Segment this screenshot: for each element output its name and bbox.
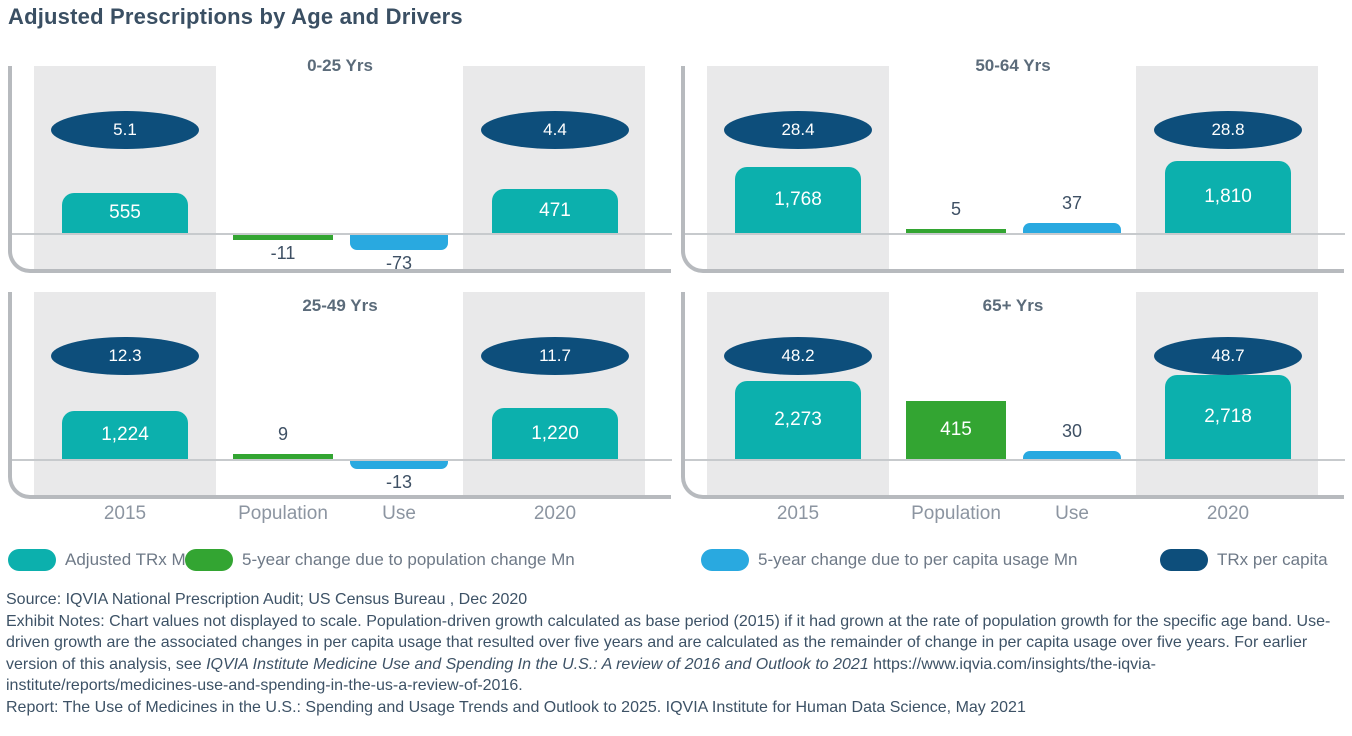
- bar-usage_change: [350, 461, 448, 469]
- panel-25-49-yrs: 25-49 Yrs 1,224 9 -13 1,220 12.3 11.7: [8, 280, 672, 499]
- page-title: Adjusted Prescriptions by Age and Driver…: [8, 4, 463, 29]
- trx-per-capita-ellipse-2015: 28.4: [724, 111, 872, 149]
- x-axis-label: Population: [911, 503, 1001, 524]
- panel-title: 50-64 Yrs: [975, 56, 1051, 75]
- legend-swatch-teal-icon: [8, 549, 56, 571]
- trx-per-capita-ellipse-2020: 28.8: [1154, 111, 1302, 149]
- bar-adjusted_trx-2020: 471: [492, 189, 618, 233]
- x-axis-label: 2015: [776, 503, 820, 524]
- column-band-2015: [34, 292, 216, 496]
- legend-swatch-green-icon: [185, 549, 233, 571]
- bar-value-label: -11: [270, 243, 296, 263]
- legend-label: TRx per capita: [1217, 550, 1328, 569]
- bar-population_change: 415: [906, 401, 1006, 459]
- panel-chart: 2,273 415 30 2,718 48.2 48.7: [681, 292, 1345, 499]
- legend-label: Adjusted TRx Mn: [65, 550, 196, 569]
- bar-adjusted_trx-2020: 2,718: [1165, 375, 1291, 459]
- exhibit-notes: Exhibit Notes: Chart values not displaye…: [6, 611, 1346, 697]
- legend-label: 5-year change due to per capita usage Mn: [758, 550, 1078, 569]
- bar-adjusted_trx-2015: 555: [62, 193, 188, 233]
- panel-chart: 1,224 9 -13 1,220 12.3 11.7: [8, 292, 672, 499]
- trx-per-capita-ellipse-2015: 48.2: [724, 337, 872, 375]
- bar-adjusted_trx-2020: 1,810: [1165, 161, 1291, 233]
- bar-population_change: [233, 454, 333, 459]
- x-axis-label: Use: [382, 503, 416, 524]
- bar-adjusted_trx-2020: 1,220: [492, 408, 618, 459]
- legend-swatch-blue-icon: [701, 549, 749, 571]
- legend-item-adjusted-trx: Adjusted TRx Mn: [8, 548, 195, 572]
- legend-swatch-navy-icon: [1160, 549, 1208, 571]
- column-band-2020: [463, 66, 645, 270]
- bar-usage_change: [1023, 451, 1121, 459]
- axis-frame: [8, 292, 671, 499]
- zero-baseline: [683, 233, 1345, 235]
- footer: Source: IQVIA National Prescription Audi…: [6, 589, 1346, 718]
- bar-value-label: 5: [950, 199, 961, 219]
- axis-frame: [681, 66, 1344, 273]
- bar-adjusted_trx-2015: 2,273: [735, 381, 861, 459]
- source-line: Source: IQVIA National Prescription Audi…: [6, 591, 528, 608]
- bar-population_change: [906, 229, 1006, 233]
- bar-adjusted_trx-2015: 1,768: [735, 167, 861, 233]
- x-axis-labels-right: 2015 Population Use 2020: [681, 503, 1345, 529]
- bar-value-label: 37: [1061, 193, 1083, 213]
- zero-baseline: [10, 233, 672, 235]
- panel-chart: 555 -11 -73 471 5.1 4.4: [8, 66, 672, 273]
- panel-title: 0-25 Yrs: [307, 56, 373, 75]
- exhibit-notes-citation: IQVIA Institute Medicine Use and Spendin…: [206, 655, 869, 673]
- bar-value-label: 30: [1061, 421, 1083, 441]
- bar-value-label: 9: [277, 424, 288, 444]
- panel-title: 65+ Yrs: [982, 296, 1044, 315]
- panel-65-plus-yrs: 65+ Yrs 2,273 415 30 2,718 48.2 48.7: [681, 280, 1345, 499]
- legend: Adjusted TRx Mn 5-year change due to pop…: [0, 548, 1352, 574]
- zero-baseline: [10, 459, 672, 461]
- panel-chart: 1,768 5 37 1,810 28.4 28.8: [681, 66, 1345, 273]
- zero-baseline: [683, 459, 1345, 461]
- legend-item-trx-per-capita: TRx per capita: [1160, 548, 1328, 572]
- x-axis-label: 2020: [533, 503, 577, 524]
- panel-0-25-yrs: 0-25 Yrs 555 -11 -73 471 5.1 4.4: [8, 54, 672, 273]
- trx-per-capita-ellipse-2015: 12.3: [51, 337, 199, 375]
- legend-item-usage-change: 5-year change due to per capita usage Mn: [701, 548, 1077, 572]
- legend-label: 5-year change due to population change M…: [242, 550, 575, 569]
- column-band-2015: [34, 66, 216, 270]
- x-axis-label: Use: [1055, 503, 1089, 524]
- bar-usage_change: [350, 235, 448, 250]
- report-url: https://www.iqvia.com/insights/the-iqvia…: [6, 655, 1156, 695]
- bar-value-label: -13: [385, 472, 412, 492]
- bar-value-label: -73: [385, 253, 412, 273]
- axis-frame: [8, 66, 671, 273]
- trx-per-capita-ellipse-2020: 48.7: [1154, 337, 1302, 375]
- trx-per-capita-ellipse-2015: 5.1: [51, 111, 199, 149]
- panel-50-64-yrs: 50-64 Yrs 1,768 5 37 1,810 28.4 28.8: [681, 54, 1345, 273]
- bar-usage_change: [1023, 223, 1121, 233]
- bar-population_change: [233, 235, 333, 240]
- bar-adjusted_trx-2015: 1,224: [62, 411, 188, 459]
- x-axis-labels-left: 2015 Population Use 2020: [8, 503, 672, 529]
- axis-frame: [681, 292, 1344, 499]
- x-axis-label: 2020: [1206, 503, 1250, 524]
- x-axis-label: 2015: [103, 503, 147, 524]
- trx-per-capita-ellipse-2020: 4.4: [481, 111, 629, 149]
- legend-item-population-change: 5-year change due to population change M…: [185, 548, 575, 572]
- column-band-2020: [463, 292, 645, 496]
- panel-title: 25-49 Yrs: [302, 296, 378, 315]
- x-axis-label: Population: [238, 503, 328, 524]
- exhibit-notes-text: Exhibit Notes: Chart values not displaye…: [6, 612, 1331, 673]
- report-line: Report: The Use of Medicines in the U.S.…: [6, 698, 1026, 716]
- trx-per-capita-ellipse-2020: 11.7: [481, 337, 629, 375]
